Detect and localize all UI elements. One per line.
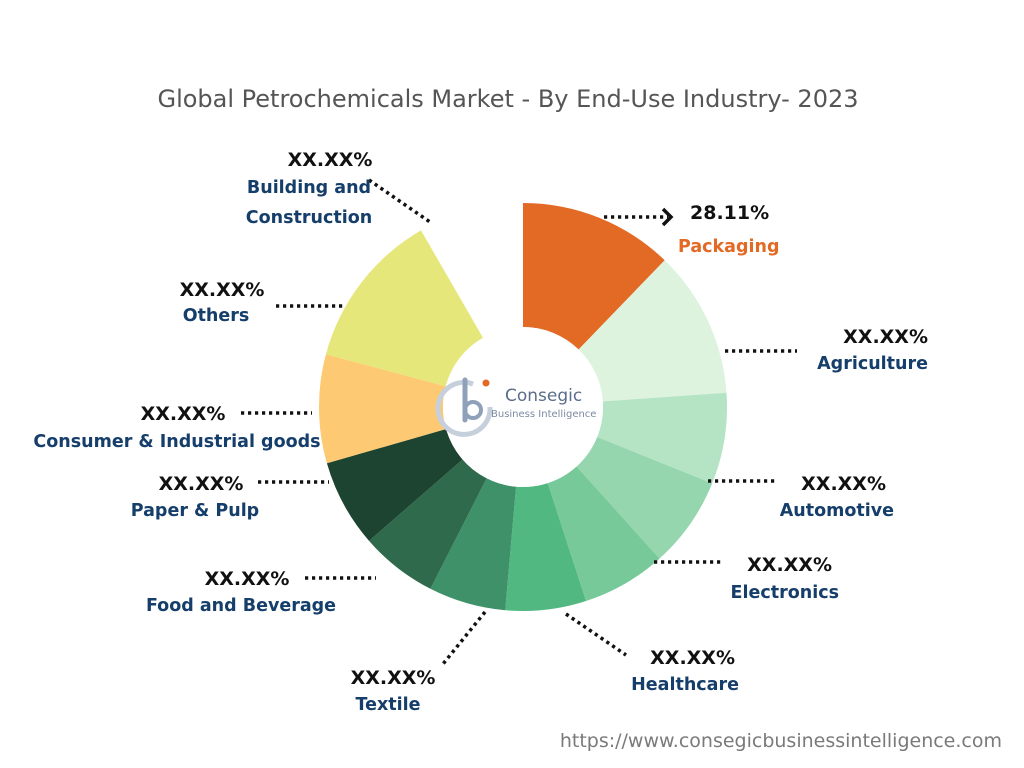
category-label-healthcare: Healthcare xyxy=(631,675,739,695)
category-label-electronics: Electronics xyxy=(731,583,839,603)
logo-tagline: Business Intelligence xyxy=(491,409,596,420)
leader-line-textile xyxy=(441,610,487,666)
value-label-others: XX.XX% xyxy=(180,279,265,301)
chart-title: Global Petrochemicals Market - By End-Us… xyxy=(157,85,858,113)
value-label-food-and-beverage: XX.XX% xyxy=(205,568,290,590)
leader-lines xyxy=(241,178,797,666)
slice-labels: 28.11% Packaging XX.XX% Agriculture XX.XX% Au… xyxy=(33,149,928,715)
category-label-packaging: Packaging xyxy=(678,237,780,257)
category-label-automotive: Automotive xyxy=(780,501,894,521)
value-label-automotive: XX.XX% xyxy=(801,473,886,495)
category-label-agriculture: Agriculture xyxy=(817,354,928,374)
logo-name: Consegic xyxy=(505,386,582,406)
value-label-paper-pulp: XX.XX% xyxy=(159,473,244,495)
category-label-food-and-beverage: Food and Beverage xyxy=(146,596,336,616)
slice-automotive xyxy=(597,392,727,484)
slice-building-and-construction xyxy=(325,230,483,387)
slice-packaging xyxy=(523,203,665,350)
category-label-consumer-industrial-goods: Consumer & Industrial goods xyxy=(33,432,320,452)
arrow-icon xyxy=(661,207,674,227)
category-label-building-and-construction: Construction xyxy=(246,208,372,228)
category-label-building-and-construction: Building and xyxy=(247,178,371,198)
consegic-logo: Consegic Business Intelligence xyxy=(435,327,603,487)
leader-line-healthcare xyxy=(565,612,627,657)
value-label-electronics: XX.XX% xyxy=(747,554,832,576)
value-label-healthcare: XX.XX% xyxy=(650,647,735,669)
category-label-textile: Textile xyxy=(355,695,420,715)
slice-textile xyxy=(505,483,587,611)
donut-slices xyxy=(319,203,727,611)
slice-consumer-industrial-goods xyxy=(326,429,463,541)
value-label-consumer-industrial-goods: XX.XX% xyxy=(141,403,226,425)
value-label-textile: XX.XX% xyxy=(351,667,436,689)
donut-hole xyxy=(443,327,603,487)
category-label-paper-pulp: Paper & Pulp xyxy=(131,501,259,521)
value-label-building-and-construction: XX.XX% xyxy=(288,149,373,171)
slice-paper-pulp xyxy=(369,459,487,589)
slice-agriculture xyxy=(578,260,727,402)
slice-healthcare xyxy=(547,466,660,602)
leader-line-building-and-construction xyxy=(368,178,431,224)
source-url: https://www.consegicbusinessintelligence… xyxy=(560,730,1002,752)
value-label-packaging: 28.11% xyxy=(690,202,769,224)
category-label-others: Others xyxy=(183,306,250,326)
value-label-agriculture: XX.XX% xyxy=(843,326,928,348)
slice-electronics xyxy=(576,436,713,559)
logo-mark-icon xyxy=(435,377,493,437)
slice-food-and-beverage xyxy=(430,478,517,611)
slice-others xyxy=(319,354,447,464)
